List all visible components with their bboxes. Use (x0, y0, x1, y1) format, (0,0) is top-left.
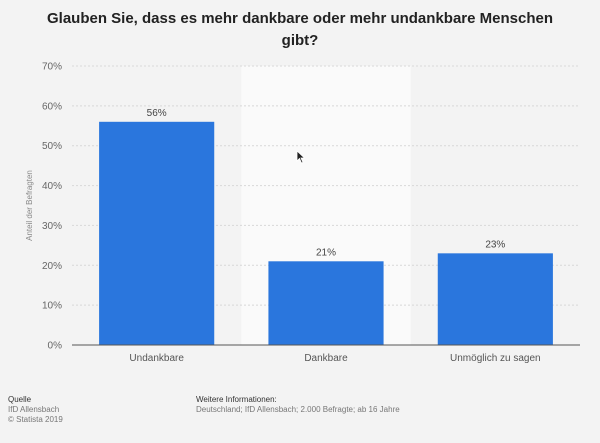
data-label: 23% (485, 239, 505, 250)
y-axis-label: Anteil der Befragten (25, 170, 34, 241)
copyright: © Statista 2019 (8, 415, 63, 424)
data-label: 56% (147, 108, 167, 119)
data-label: 21% (316, 247, 336, 258)
y-tick-label: 40% (42, 181, 62, 192)
info-text: Deutschland; IfD Allensbach; 2.000 Befra… (196, 405, 400, 414)
mouse-cursor-icon (296, 150, 306, 164)
y-tick-label: 70% (42, 62, 62, 73)
y-tick-label: 50% (42, 141, 62, 152)
source-heading: Quelle (8, 395, 32, 404)
y-tick-label: 20% (42, 261, 62, 272)
bar (268, 261, 384, 345)
category-label: Unmöglich zu sagen (450, 353, 541, 364)
bar (437, 253, 553, 345)
y-tick-label: 0% (48, 341, 63, 352)
bar-chart: 0% 10% 20% 30% 40% 50% 60% 70% 56% 21% 23% Undank… (25, 62, 580, 364)
y-tick-label: 30% (42, 221, 62, 232)
bar (99, 121, 215, 345)
category-labels: Undankbare Dankbare Unmöglich zu sagen (129, 353, 540, 364)
category-label: Dankbare (304, 353, 348, 364)
source-block: Quelle IfD Allensbach © Statista 2019 (8, 395, 63, 425)
info-heading: Weitere Informationen: (196, 395, 277, 404)
y-tick-label: 60% (42, 101, 62, 112)
source-name: IfD Allensbach (8, 405, 60, 414)
category-label: Undankbare (129, 353, 184, 364)
bars (99, 121, 553, 345)
y-tick-label: 10% (42, 301, 62, 312)
y-axis-ticks: 0% 10% 20% 30% 40% 50% 60% 70% (42, 62, 62, 352)
data-labels: 56% 21% 23% (147, 108, 506, 258)
chart-title: Glauben Sie, dass es mehr dankbare oder … (46, 10, 553, 49)
info-block: Weitere Informationen: Deutschland; IfD … (196, 395, 400, 415)
